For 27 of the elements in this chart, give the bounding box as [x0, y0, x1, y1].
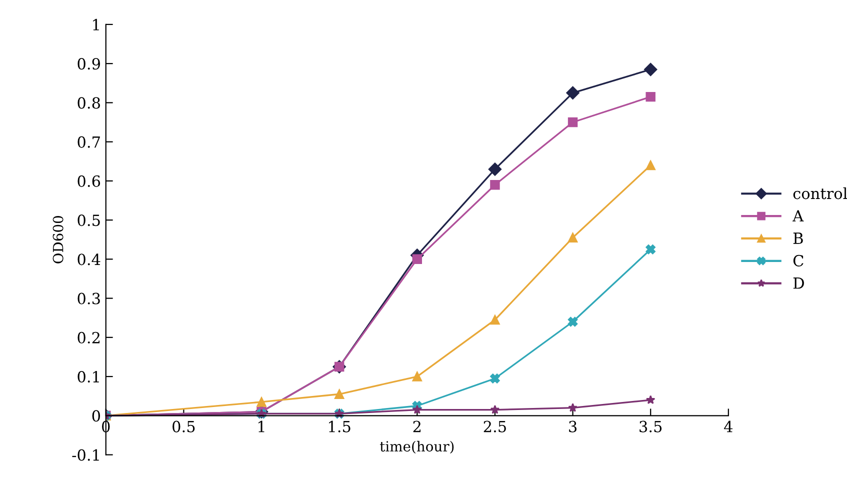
x-tick-label: 4: [724, 420, 733, 432]
legend-label: D: [793, 278, 804, 289]
legend-label: control: [793, 187, 847, 200]
y-tick-label: 0.1: [78, 370, 99, 383]
y-tick-label: 0.3: [78, 292, 100, 304]
legend-label: C: [793, 254, 804, 266]
y-tick-label: -0.1: [72, 449, 99, 461]
x-tick-label: 2.5: [484, 420, 506, 432]
y-tick-label: 0.9: [78, 58, 100, 70]
x-tick-label: 2: [413, 420, 421, 432]
y-tick-label: 0.4: [78, 254, 100, 266]
y-tick-label: 0.8: [78, 97, 100, 109]
y-tick-label: 0.6: [78, 175, 100, 187]
legend-label: B: [793, 232, 803, 244]
legend-label: A: [792, 210, 804, 222]
y-tick-label: 1: [93, 18, 99, 30]
y-tick-label: 0.2: [78, 332, 100, 344]
y-tick-label: 0.7: [78, 136, 100, 148]
x-tick-label: 3: [569, 420, 577, 432]
x-tick-label: 1.5: [329, 420, 350, 432]
x-tick-label: 1: [258, 420, 264, 432]
x-axis-title: time(hour): [380, 440, 454, 454]
y-axis-title: OD600: [52, 216, 64, 264]
x-tick-label: 0.5: [172, 420, 195, 432]
y-tick-label: 0.5: [78, 214, 100, 226]
x-tick-label: 3.5: [640, 420, 662, 432]
y-tick-label: 0: [92, 410, 100, 422]
